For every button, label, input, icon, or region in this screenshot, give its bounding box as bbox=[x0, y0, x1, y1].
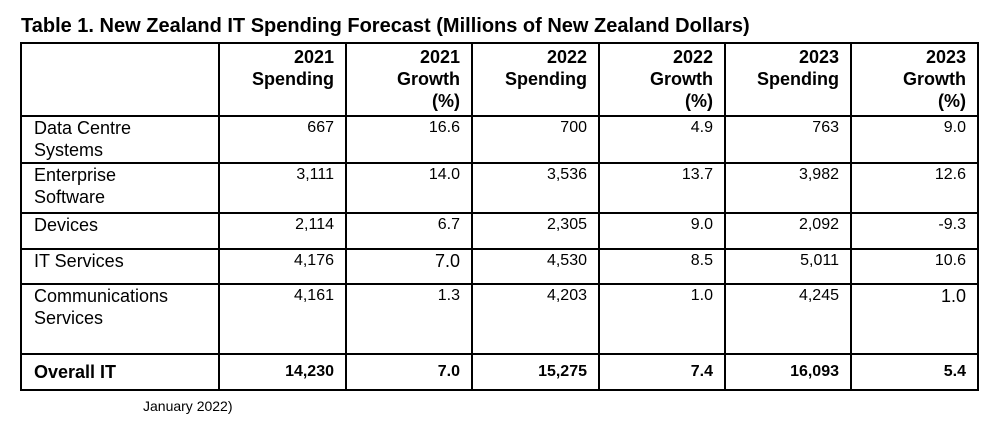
table-title: Table 1. New Zealand IT Spending Forecas… bbox=[21, 15, 750, 37]
total-value: 7.0 bbox=[345, 353, 473, 391]
cell-value: 16.6 bbox=[345, 115, 473, 164]
cell-value: 1.0 bbox=[598, 283, 726, 355]
cell-value: 4,530 bbox=[471, 248, 600, 285]
total-value: 7.4 bbox=[598, 353, 726, 391]
source-note: January 2022) bbox=[143, 398, 233, 414]
header-2023-spending: 2023 Spending bbox=[724, 42, 852, 117]
header-2022-spending: 2022 Spending bbox=[471, 42, 600, 117]
row-label: Enterprise Software bbox=[20, 162, 220, 214]
cell-value: 667 bbox=[218, 115, 347, 164]
cell-value: -9.3 bbox=[850, 212, 979, 250]
cell-value: 13.7 bbox=[598, 162, 726, 214]
header-row: 2021 Spending 2021 Growth (%) 2022 Spending … bbox=[20, 42, 979, 117]
total-value: 15,275 bbox=[471, 353, 600, 391]
cell-value: 5,011 bbox=[724, 248, 852, 285]
total-row: Overall IT 14,230 7.0 15,275 7.4 16,093 … bbox=[20, 353, 979, 391]
cell-value: 4,176 bbox=[218, 248, 347, 285]
cell-value: 12.6 bbox=[850, 162, 979, 214]
header-corner bbox=[20, 42, 220, 117]
table-row: Data Centre Systems 667 16.6 700 4.9 763 … bbox=[20, 115, 979, 164]
table-row: Enterprise Software 3,111 14.0 3,536 13.7… bbox=[20, 162, 979, 214]
cell-value: 8.5 bbox=[598, 248, 726, 285]
cell-value: 10.6 bbox=[850, 248, 979, 285]
cell-value: 763 bbox=[724, 115, 852, 164]
table-row: Communications Services 4,161 1.3 4,203 1… bbox=[20, 283, 979, 355]
cell-value: 4,245 bbox=[724, 283, 852, 355]
cell-value: 4,203 bbox=[471, 283, 600, 355]
cell-value: 700 bbox=[471, 115, 600, 164]
cell-value: 3,982 bbox=[724, 162, 852, 214]
total-value: 14,230 bbox=[218, 353, 347, 391]
cell-value: 2,092 bbox=[724, 212, 852, 250]
cell-value: 9.0 bbox=[598, 212, 726, 250]
cell-value: 4,161 bbox=[218, 283, 347, 355]
header-2021-growth: 2021 Growth (%) bbox=[345, 42, 473, 117]
it-spending-table: 2021 Spending 2021 Growth (%) 2022 Spending … bbox=[20, 42, 979, 391]
row-label: Communications Services bbox=[20, 283, 220, 355]
cell-value: 3,111 bbox=[218, 162, 347, 214]
table-row: Devices 2,114 6.7 2,305 9.0 2,092 -9.3 bbox=[20, 212, 979, 250]
table-row: IT Services 4,176 7.0 4,530 8.5 5,011 10… bbox=[20, 248, 979, 285]
total-value: 16,093 bbox=[724, 353, 852, 391]
cell-value: 2,305 bbox=[471, 212, 600, 250]
cell-value: 2,114 bbox=[218, 212, 347, 250]
row-label: IT Services bbox=[20, 248, 220, 285]
cell-value: 6.7 bbox=[345, 212, 473, 250]
cell-value: 4.9 bbox=[598, 115, 726, 164]
total-value: 5.4 bbox=[850, 353, 979, 391]
cell-value: 7.0 bbox=[345, 248, 473, 285]
row-label: Devices bbox=[20, 212, 220, 250]
cell-value: 1.0 bbox=[850, 283, 979, 355]
cell-value: 3,536 bbox=[471, 162, 600, 214]
cell-value: 14.0 bbox=[345, 162, 473, 214]
header-2022-growth: 2022 Growth (%) bbox=[598, 42, 726, 117]
row-label: Data Centre Systems bbox=[20, 115, 220, 164]
cell-value: 1.3 bbox=[345, 283, 473, 355]
header-2021-spending: 2021 Spending bbox=[218, 42, 347, 117]
total-label: Overall IT bbox=[20, 353, 220, 391]
header-2023-growth: 2023 Growth (%) bbox=[850, 42, 979, 117]
cell-value: 9.0 bbox=[850, 115, 979, 164]
